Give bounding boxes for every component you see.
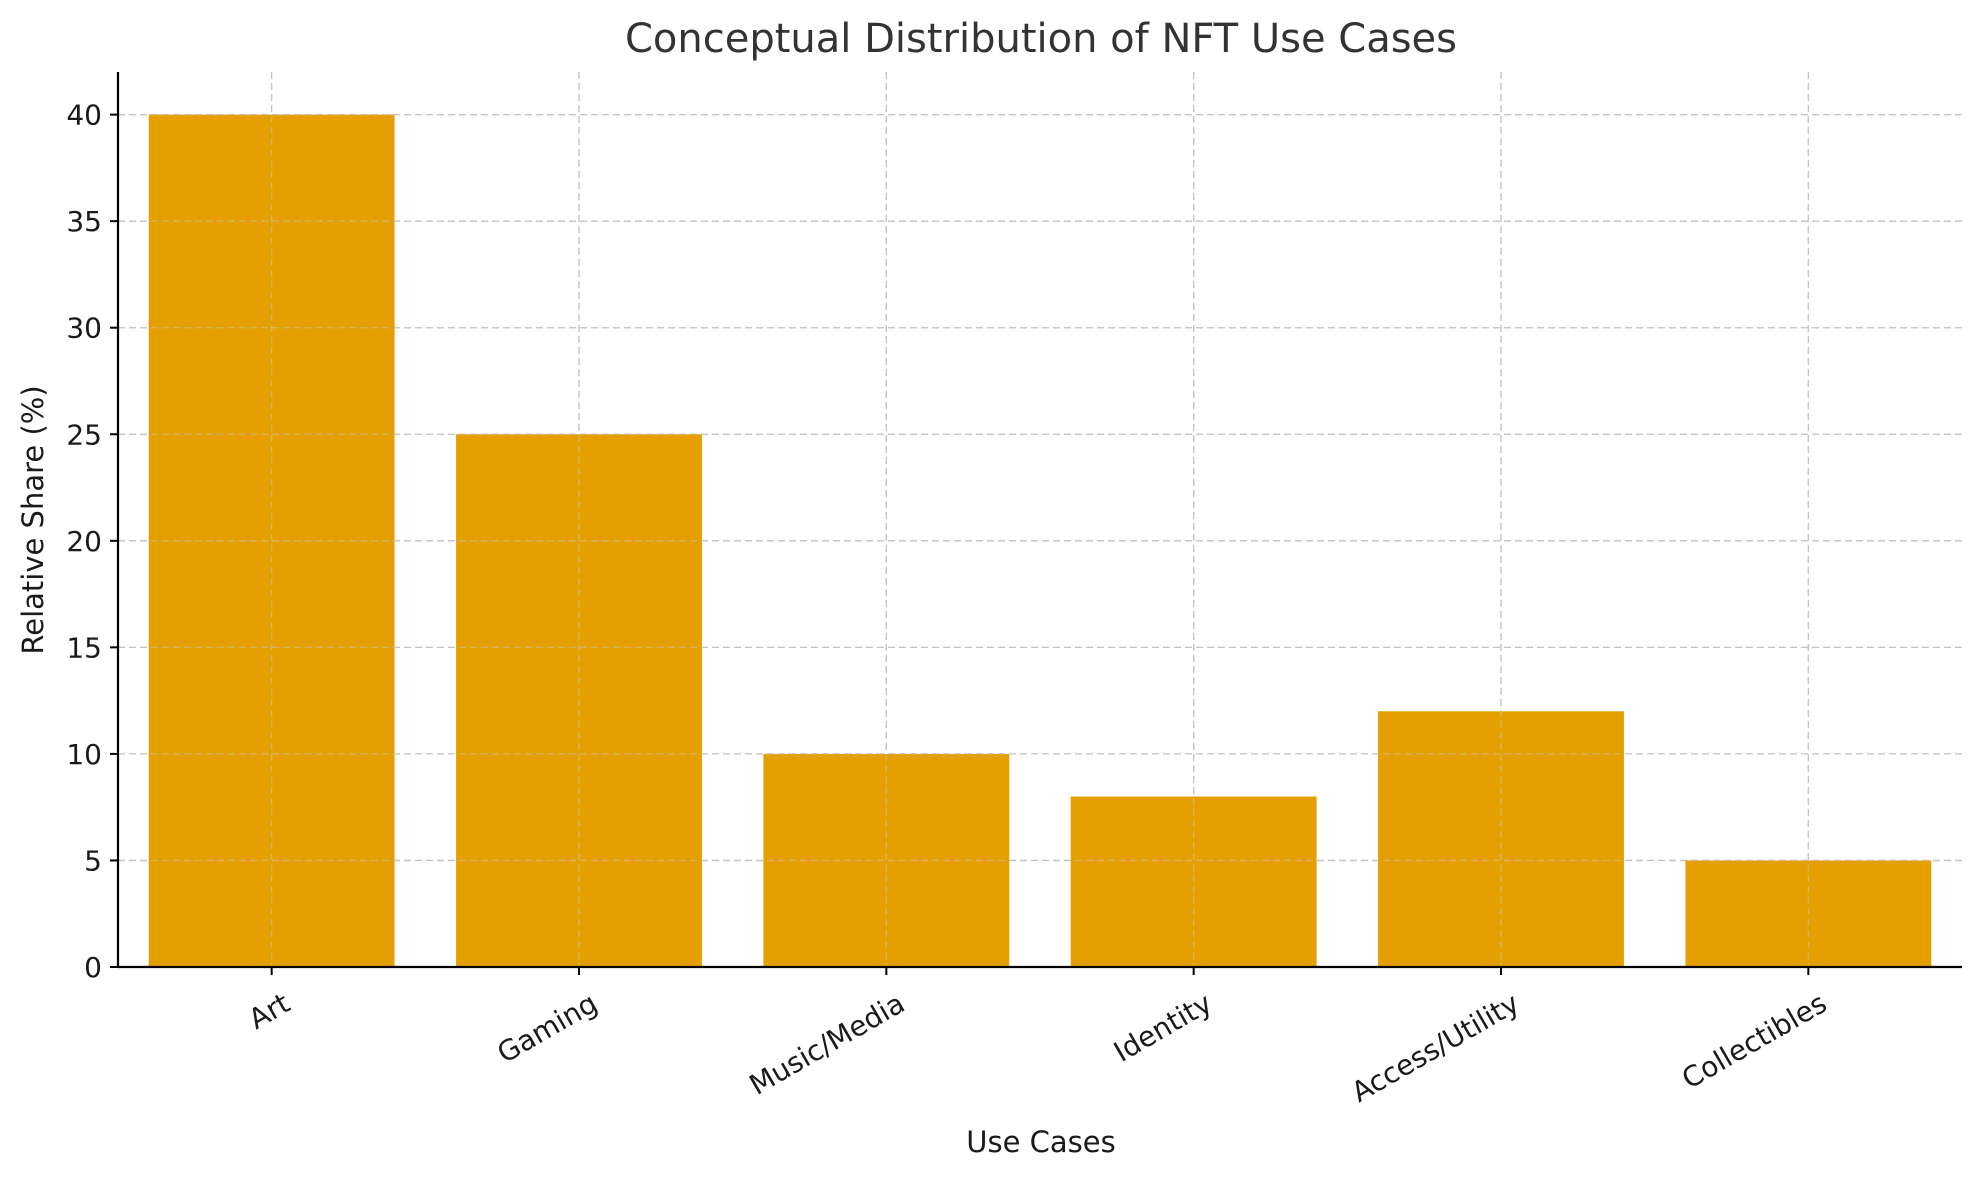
y-axis-label: Relative Share (%) [16,385,50,654]
x-tick-label: Identity [1108,986,1217,1068]
y-tick-label: 30 [66,312,102,345]
y-tick-label: 0 [84,951,102,984]
x-tick-label: Art [243,986,296,1035]
x-tick-label: Music/Media [744,986,910,1101]
y-tick-label: 40 [66,99,102,132]
x-tick-label: Gaming [492,986,603,1069]
y-tick-label: 35 [66,205,102,238]
y-tick-label: 20 [66,525,102,558]
x-tick-label: Access/Utility [1346,986,1525,1108]
y-tick-label: 5 [84,844,102,877]
y-tick-label: 10 [66,738,102,771]
x-axis-label: Use Cases [966,1125,1115,1159]
y-tick-label: 15 [66,631,102,664]
x-tick-label: Collectibles [1676,986,1832,1095]
bars [118,72,1962,968]
y-tick-label: 25 [66,418,102,451]
chart-title: Conceptual Distribution of NFT Use Cases [625,16,1457,62]
